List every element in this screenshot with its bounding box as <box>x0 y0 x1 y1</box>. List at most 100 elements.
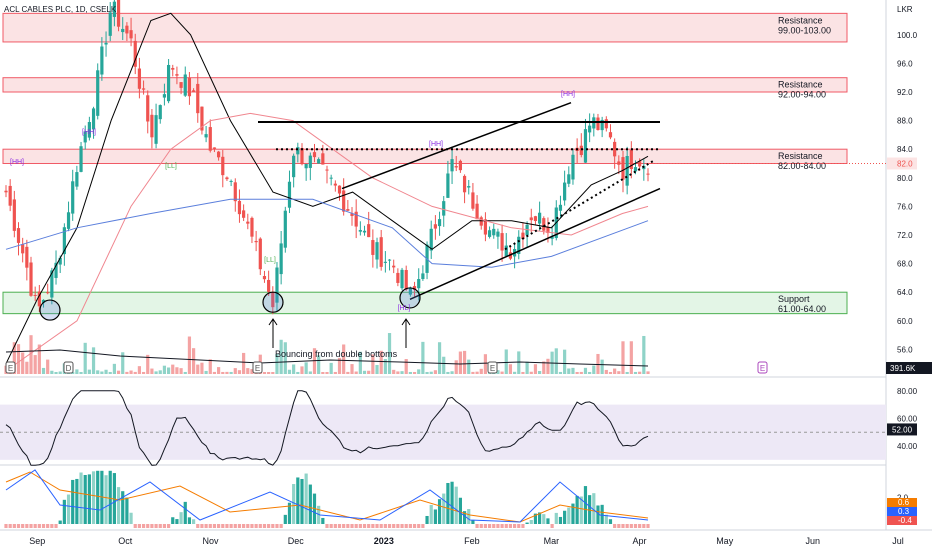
macd-hist-bar <box>87 474 91 524</box>
candle-body <box>396 272 400 283</box>
candle-body <box>262 276 267 280</box>
volume-bar <box>133 371 137 374</box>
volume-group <box>4 333 650 374</box>
macd-value-badge-1 <box>887 507 917 516</box>
candle-body <box>429 228 433 251</box>
macd-hist-bar <box>492 524 496 528</box>
macd-hist-bar <box>358 524 362 528</box>
macd-hist-bar <box>392 524 396 528</box>
candle-body <box>454 166 458 168</box>
pivot-label: [LL] <box>264 257 276 264</box>
candle-body <box>329 177 333 179</box>
macd-hist-bar <box>575 495 579 524</box>
time-tick-label: Dec <box>288 536 305 546</box>
volume-bar <box>404 359 408 374</box>
time-tick-label: 2023 <box>374 536 394 546</box>
candle-body <box>225 177 229 180</box>
pivot-label: [HL] <box>398 305 411 312</box>
macd-hist-bar <box>221 524 225 528</box>
volume-bar <box>308 371 312 374</box>
candle-body <box>408 287 412 295</box>
macd-hist-bar <box>187 517 192 524</box>
macd-hist-bar <box>267 524 271 528</box>
volume-bar <box>371 354 375 374</box>
candle-body <box>496 231 500 237</box>
volume-bar <box>125 371 129 374</box>
macd-hist-bar <box>437 499 442 524</box>
event-marker-2: E <box>252 361 263 374</box>
candle-body <box>66 212 71 229</box>
candle-body <box>246 221 250 224</box>
zone-range-0: 99.00-103.00 <box>778 25 831 35</box>
macd-hist-bar <box>546 518 550 524</box>
candle-body <box>300 147 304 165</box>
macd-hist-bar <box>450 481 454 524</box>
macd-hist-bar <box>75 478 79 524</box>
volume-bar <box>333 371 337 374</box>
candle-body <box>392 265 396 268</box>
volume-bar <box>379 350 383 374</box>
volume-bar <box>279 339 283 374</box>
candle-body <box>21 244 25 254</box>
macd-hist-bar <box>58 520 62 524</box>
volume-bar <box>166 367 171 374</box>
volume-bar <box>33 355 37 374</box>
event-marker-box <box>757 361 768 374</box>
bottom-circle-0 <box>39 299 61 321</box>
chart-title: ACL CABLES PLC, 1D, CSELK <box>4 5 117 14</box>
candle-body <box>367 224 371 238</box>
macd-hist-bar <box>125 497 129 524</box>
volume-bar <box>146 354 150 374</box>
volume-bar <box>104 369 108 374</box>
macd-hist-bar <box>137 524 142 528</box>
macd-hist-bar <box>375 524 379 528</box>
macd-hist-bar <box>225 524 229 528</box>
event-marker-box <box>63 361 74 374</box>
macd-hist-bar <box>204 524 208 528</box>
macd-hist-bar <box>262 524 267 528</box>
macd-hist-bar <box>183 501 187 524</box>
macd-hist-bar <box>608 519 613 524</box>
macd-hist-bar <box>33 524 37 528</box>
macd-hist-bar <box>212 524 217 528</box>
volume-bar <box>567 368 571 374</box>
candle-body <box>458 160 463 171</box>
candle-body <box>337 185 342 194</box>
volume-bar <box>588 371 592 374</box>
volume-bar <box>300 366 304 374</box>
volume-bar <box>162 365 167 374</box>
volume-bar <box>50 370 54 374</box>
macd-hist-bar <box>200 524 204 528</box>
candle-body <box>242 210 246 218</box>
volume-bar <box>496 370 500 374</box>
event-marker-label: E <box>760 364 765 373</box>
macd-hist-bar <box>96 470 100 524</box>
price-tick-label: 84.0 <box>897 145 913 154</box>
candle-body <box>183 74 187 96</box>
candle-body <box>442 201 446 216</box>
macd-hist-bar <box>604 514 608 524</box>
macd-hist-bar <box>50 524 54 528</box>
macd-hist-bar <box>554 512 558 524</box>
macd-hist-bar <box>337 524 342 528</box>
volume-average-line <box>5 349 649 367</box>
macd-hist-bar <box>179 512 183 524</box>
dotted-rising-line <box>504 159 656 251</box>
macd-hist-bar <box>71 479 75 524</box>
volume-bar <box>329 362 333 374</box>
candle-body <box>29 262 33 296</box>
candle-body <box>358 229 362 232</box>
macd-hist-bar <box>525 522 529 524</box>
annotation-arrowhead-2 <box>401 318 411 326</box>
macd-hist-bar <box>400 524 404 528</box>
volume-bar <box>446 371 450 374</box>
volume-bar <box>583 367 588 374</box>
candle-body <box>567 174 571 184</box>
macd-hist-bar <box>588 495 592 524</box>
macd-hist-bar <box>91 471 96 524</box>
macd-hist-bar <box>129 512 133 524</box>
volume-bar <box>37 344 41 374</box>
volume-bar <box>212 371 217 374</box>
macd-hist-bar <box>629 524 633 528</box>
